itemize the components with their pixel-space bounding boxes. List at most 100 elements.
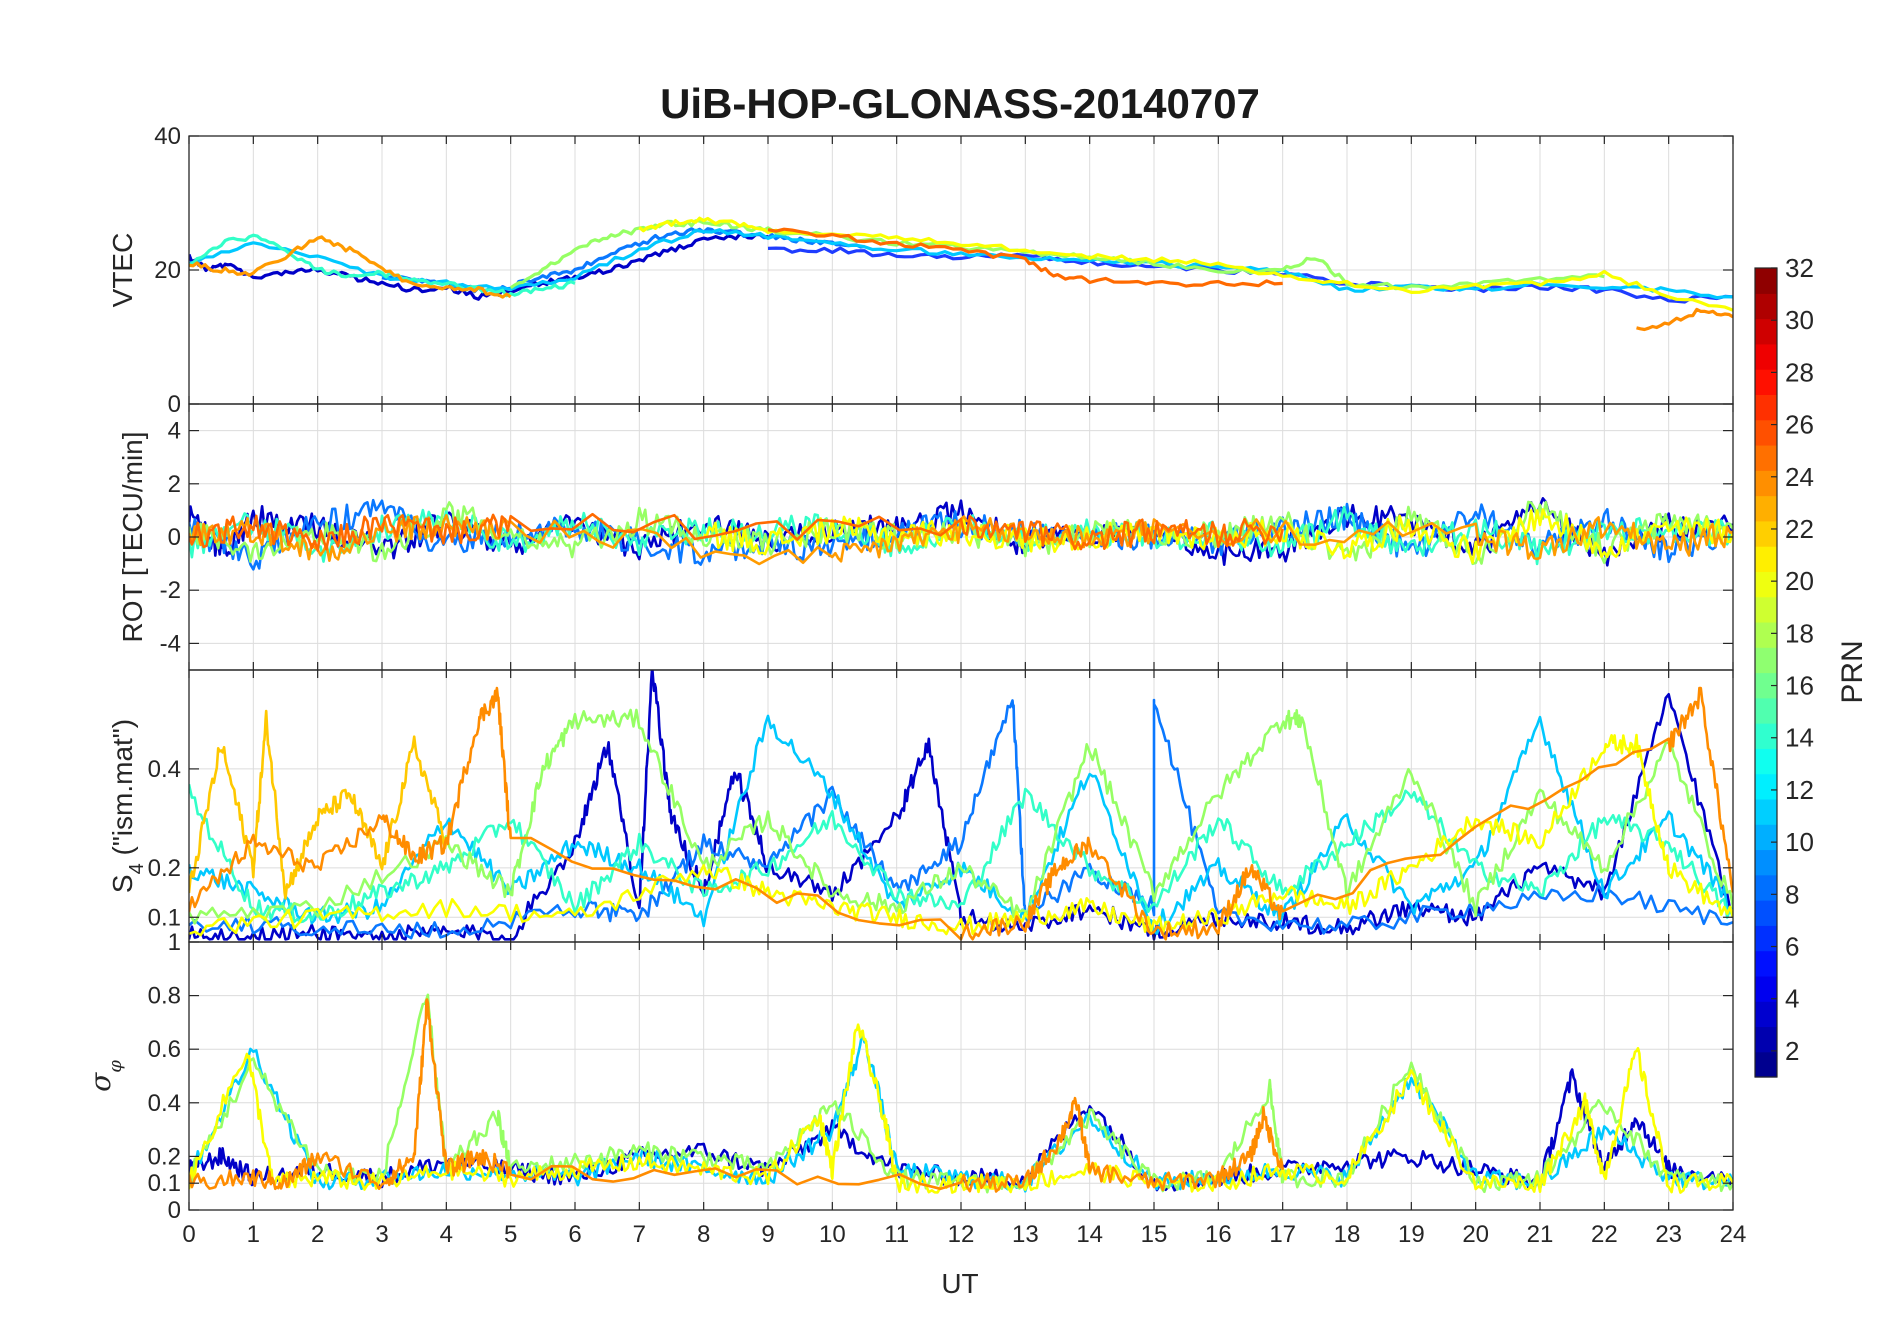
colorbar-swatch bbox=[1755, 824, 1777, 851]
x-tick-label: 20 bbox=[1462, 1221, 1489, 1248]
colorbar-swatch bbox=[1755, 268, 1777, 294]
y-tick-label: 0.6 bbox=[148, 1036, 181, 1063]
series-prn-9 bbox=[189, 698, 1733, 940]
x-tick-label: 2 bbox=[311, 1221, 324, 1248]
y-tick-label: 0.8 bbox=[148, 983, 181, 1010]
y-tick-label: 0.1 bbox=[148, 904, 181, 931]
series-prn-24 bbox=[189, 686, 1733, 941]
series-prn-23 bbox=[189, 235, 512, 299]
x-tick-label: 14 bbox=[1076, 1221, 1103, 1248]
series-prn-24 bbox=[189, 998, 1284, 1193]
x-tick-label: 23 bbox=[1655, 1221, 1682, 1248]
colorbar-tick-label: 6 bbox=[1785, 932, 1799, 962]
series-prn-18 bbox=[189, 708, 1733, 925]
colorbar-swatch bbox=[1755, 1001, 1777, 1028]
colorbar-swatch bbox=[1755, 571, 1777, 598]
figure-title: UiB-HOP-GLONASS-20140707 bbox=[660, 80, 1260, 127]
colorbar-tick-label: 12 bbox=[1785, 775, 1814, 805]
panel-s4: 0.1 0.2 0.4S4 ("ism.mat") bbox=[107, 669, 1734, 943]
series-group bbox=[189, 216, 1733, 332]
y-axis-label-main: S bbox=[107, 874, 138, 893]
x-tick-label: 4 bbox=[440, 1221, 453, 1248]
series-prn-24 bbox=[1636, 307, 1733, 332]
y-tick-label: 0.4 bbox=[148, 756, 181, 783]
series-prn-15 bbox=[189, 233, 576, 298]
x-tick-label: 10 bbox=[819, 1221, 846, 1248]
y-tick-label: 0 bbox=[168, 391, 181, 418]
colorbar-tick-label: 16 bbox=[1785, 671, 1814, 701]
colorbar-swatch bbox=[1755, 672, 1777, 699]
colorbar-tick-label: 32 bbox=[1785, 253, 1814, 283]
y-tick-label: -4 bbox=[160, 630, 181, 657]
colorbar-swatch bbox=[1755, 419, 1777, 446]
colorbar-swatch bbox=[1755, 596, 1777, 623]
grid bbox=[188, 136, 1734, 404]
colorbar-tick-label: 22 bbox=[1785, 514, 1814, 544]
series-prn-2 bbox=[189, 670, 1733, 941]
colorbar-swatch bbox=[1755, 495, 1777, 522]
y-axis-label: VTEC bbox=[107, 233, 138, 308]
y-axis-label: S4 ("ism.mat") bbox=[107, 719, 148, 893]
series-group bbox=[189, 497, 1733, 571]
panel-rot: -4 -2 0 2 4 ROT [TECU/min] bbox=[117, 403, 1734, 671]
colorbar-swatch bbox=[1755, 293, 1777, 320]
colorbar-swatch bbox=[1755, 1026, 1777, 1053]
x-tick-label: 3 bbox=[375, 1221, 388, 1248]
grid bbox=[188, 404, 1734, 670]
panel-sigma_phi: 00.10.20.40.60.810 1 2 3 4 5 6 7 8 9 10 11 12 13 14 15 1… bbox=[84, 929, 1746, 1248]
y-tick-label: 20 bbox=[154, 257, 181, 284]
colorbar-tick-label: 8 bbox=[1785, 879, 1799, 909]
colorbar-swatch bbox=[1755, 444, 1777, 471]
colorbar-swatch bbox=[1755, 1051, 1777, 1078]
colorbar-swatch bbox=[1755, 798, 1777, 825]
x-tick-label: 13 bbox=[1012, 1221, 1039, 1248]
colorbar-swatch bbox=[1755, 723, 1777, 749]
colorbar-swatch bbox=[1755, 394, 1777, 421]
colorbar-swatch bbox=[1755, 546, 1777, 572]
x-tick-label: 1 bbox=[247, 1221, 260, 1248]
colorbar-tick-label: 4 bbox=[1785, 984, 1799, 1014]
colorbar-swatch bbox=[1755, 369, 1777, 396]
y-tick-label: 0.1 bbox=[148, 1170, 181, 1197]
series-group bbox=[189, 670, 1733, 941]
panel-vtec: 0 20 40 VTEC bbox=[107, 123, 1734, 418]
colorbar-frame bbox=[1754, 267, 1778, 1078]
x-tick-label: 22 bbox=[1591, 1221, 1618, 1248]
colorbar-tick-label: 14 bbox=[1785, 723, 1814, 753]
x-tick-label: 6 bbox=[568, 1221, 581, 1248]
y-tick-label: 0 bbox=[168, 524, 181, 551]
x-tick-label: 19 bbox=[1398, 1221, 1425, 1248]
y-tick-label: 4 bbox=[168, 418, 181, 445]
colorbar-swatch bbox=[1755, 647, 1777, 674]
y-axis-label-main: σ bbox=[84, 1072, 117, 1092]
y-tick-label: -2 bbox=[160, 577, 181, 604]
x-tick-label: 21 bbox=[1527, 1221, 1554, 1248]
y-tick-label: 2 bbox=[168, 471, 181, 498]
series-prn-9 bbox=[189, 498, 1733, 571]
x-tick-label: 11 bbox=[884, 1221, 909, 1248]
y-tick-label: 0.4 bbox=[148, 1090, 181, 1117]
colorbar-tick-label: 28 bbox=[1785, 357, 1814, 387]
series-prn-20 bbox=[189, 1023, 1733, 1194]
colorbar-tick-label: 26 bbox=[1785, 410, 1814, 440]
series-prn-20 bbox=[189, 733, 1733, 937]
y-tick-label: 0.2 bbox=[148, 1143, 181, 1170]
x-tick-label: 7 bbox=[633, 1221, 646, 1248]
y-axis-label: ROT [TECU/min] bbox=[117, 431, 148, 642]
x-tick-label: 12 bbox=[948, 1221, 975, 1248]
x-tick-label: 16 bbox=[1205, 1221, 1232, 1248]
colorbar-swatch bbox=[1755, 748, 1777, 775]
x-tick-label: 5 bbox=[504, 1221, 517, 1248]
y-tick-label: 40 bbox=[154, 123, 181, 150]
x-tick-label: 9 bbox=[761, 1221, 774, 1248]
y-tick-label: 0 bbox=[168, 1197, 181, 1224]
series-prn-20 bbox=[638, 216, 1733, 312]
series-prn-25 bbox=[189, 512, 1284, 552]
y-tick-label: 0.2 bbox=[148, 855, 181, 882]
colorbar-swatch bbox=[1755, 950, 1777, 977]
x-tick-label: 8 bbox=[697, 1221, 710, 1248]
x-tick-label: 17 bbox=[1269, 1221, 1296, 1248]
